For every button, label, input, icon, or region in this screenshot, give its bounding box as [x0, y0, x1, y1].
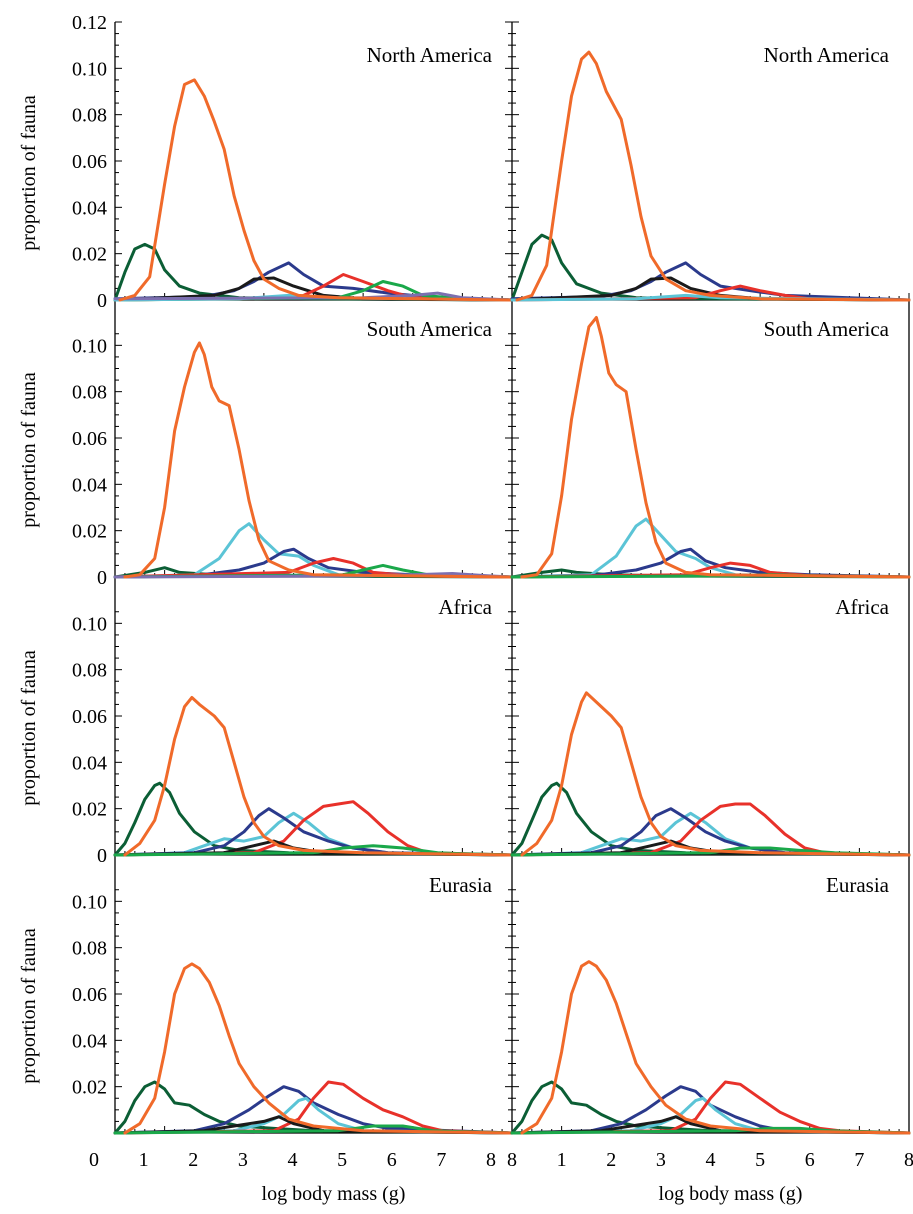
series-line-orange	[123, 696, 514, 857]
x-tick-label: 2	[188, 1149, 198, 1171]
series-line-orange	[123, 962, 514, 1135]
series-line-navy	[510, 1085, 911, 1135]
y-tick-label: 0.04	[72, 1030, 107, 1052]
x-tick-label: 0	[89, 1149, 99, 1171]
x-axis-title: log body mass (g)	[659, 1183, 803, 1205]
x-tick-label: 1	[557, 1149, 567, 1171]
x-tick-label: 4	[288, 1149, 298, 1171]
panel-north-america-left: North America	[113, 43, 514, 302]
panel-title: Eurasia	[826, 873, 890, 897]
series-line-cyan	[113, 1096, 514, 1135]
y-tick-label: 0	[97, 290, 107, 312]
y-tick-label: 0.10	[72, 613, 107, 635]
series-line-orange	[118, 78, 514, 302]
y-tick-label: 0.10	[72, 335, 107, 357]
x-tick-label: 7	[436, 1149, 446, 1171]
panel-south-america-left: South America	[113, 317, 514, 579]
y-tick-label: 0.08	[72, 382, 107, 404]
panel-title: Africa	[835, 595, 889, 619]
series-line-orange	[515, 50, 911, 302]
panel-title: Eurasia	[429, 873, 493, 897]
panel-title: South America	[367, 317, 493, 341]
y-tick-label: 0.02	[72, 1077, 107, 1099]
series-line-cyan	[510, 517, 911, 579]
series-line-orange	[520, 960, 911, 1135]
x-tick-label: 6	[387, 1149, 397, 1171]
y-tick-label: 0.08	[72, 660, 107, 682]
y-tick-label: 0.06	[72, 984, 107, 1006]
y-tick-label: 0.08	[72, 938, 107, 960]
series-line-orange	[520, 691, 911, 857]
x-tick-label: 2	[606, 1149, 616, 1171]
series-line-darkgreen	[510, 233, 911, 302]
panel-south-america-right: South America	[510, 316, 911, 579]
y-tick-label: 0.06	[72, 706, 107, 728]
x-tick-label: 1	[139, 1149, 149, 1171]
x-tick-label: 7	[854, 1149, 864, 1171]
series-line-cyan	[510, 1096, 911, 1135]
x-axis-title: log body mass (g)	[262, 1183, 406, 1205]
x-tick-label: 8	[507, 1149, 517, 1171]
panel-north-america-right: North America	[510, 43, 911, 302]
panel-title: South America	[764, 317, 890, 341]
x-tick-label: 3	[238, 1149, 248, 1171]
panel-title: North America	[367, 43, 493, 67]
y-tick-label: 0.06	[72, 151, 107, 173]
x-tick-label: 3	[656, 1149, 666, 1171]
y-tick-labels: 0.12 0.10 0.08 0.06 0.04 0.02 0 proportion of f…	[18, 12, 107, 1099]
series-line-darkgreen	[113, 1080, 514, 1135]
x-tick-label: 8	[904, 1149, 913, 1171]
y-tick-label: 0.12	[72, 12, 107, 34]
x-tick-label: 4	[706, 1149, 716, 1171]
series-line-navy	[113, 807, 514, 857]
y-axis-title: proportion of fauna	[18, 650, 40, 806]
y-tick-label: 0.10	[72, 58, 107, 80]
y-axis-title: proportion of fauna	[18, 928, 40, 1084]
series-line-darkgreen	[510, 781, 911, 857]
y-tick-label: 0.04	[72, 197, 107, 219]
series-line-darkgreen	[113, 781, 514, 857]
y-tick-label: 0.02	[72, 799, 107, 821]
series-line-darkgreen	[510, 1080, 911, 1135]
series-line-red	[510, 802, 911, 857]
y-tick-label: 0.02	[72, 244, 107, 266]
y-tick-label: 0.04	[72, 752, 107, 774]
x-tick-label: 5	[755, 1149, 765, 1171]
y-axis-title: proportion of fauna	[18, 372, 40, 528]
panel-africa-left: Africa	[113, 595, 514, 857]
series-line-orange	[520, 316, 911, 579]
y-tick-label: 0.10	[72, 891, 107, 913]
y-tick-label: 0.04	[72, 474, 107, 496]
series-line-orange	[123, 341, 514, 579]
y-tick-label: 0	[97, 845, 107, 867]
y-tick-label: 0.08	[72, 105, 107, 127]
y-tick-label: 0.02	[72, 521, 107, 543]
panel-title: North America	[764, 43, 890, 67]
x-tick-label: 6	[805, 1149, 815, 1171]
panel-title: Africa	[438, 595, 492, 619]
y-axis-title: proportion of fauna	[18, 95, 40, 251]
panel-africa-right: Africa	[510, 595, 911, 857]
series-line-cyan	[113, 522, 514, 579]
panel-eurasia-right: Eurasia	[510, 873, 911, 1135]
y-tick-label: 0.06	[72, 428, 107, 450]
x-tick-label: 5	[337, 1149, 347, 1171]
series-line-navy	[113, 1085, 514, 1135]
x-tick-label: 8	[486, 1149, 496, 1171]
panel-eurasia-left: Eurasia	[113, 873, 514, 1135]
y-tick-label: 0	[97, 567, 107, 589]
